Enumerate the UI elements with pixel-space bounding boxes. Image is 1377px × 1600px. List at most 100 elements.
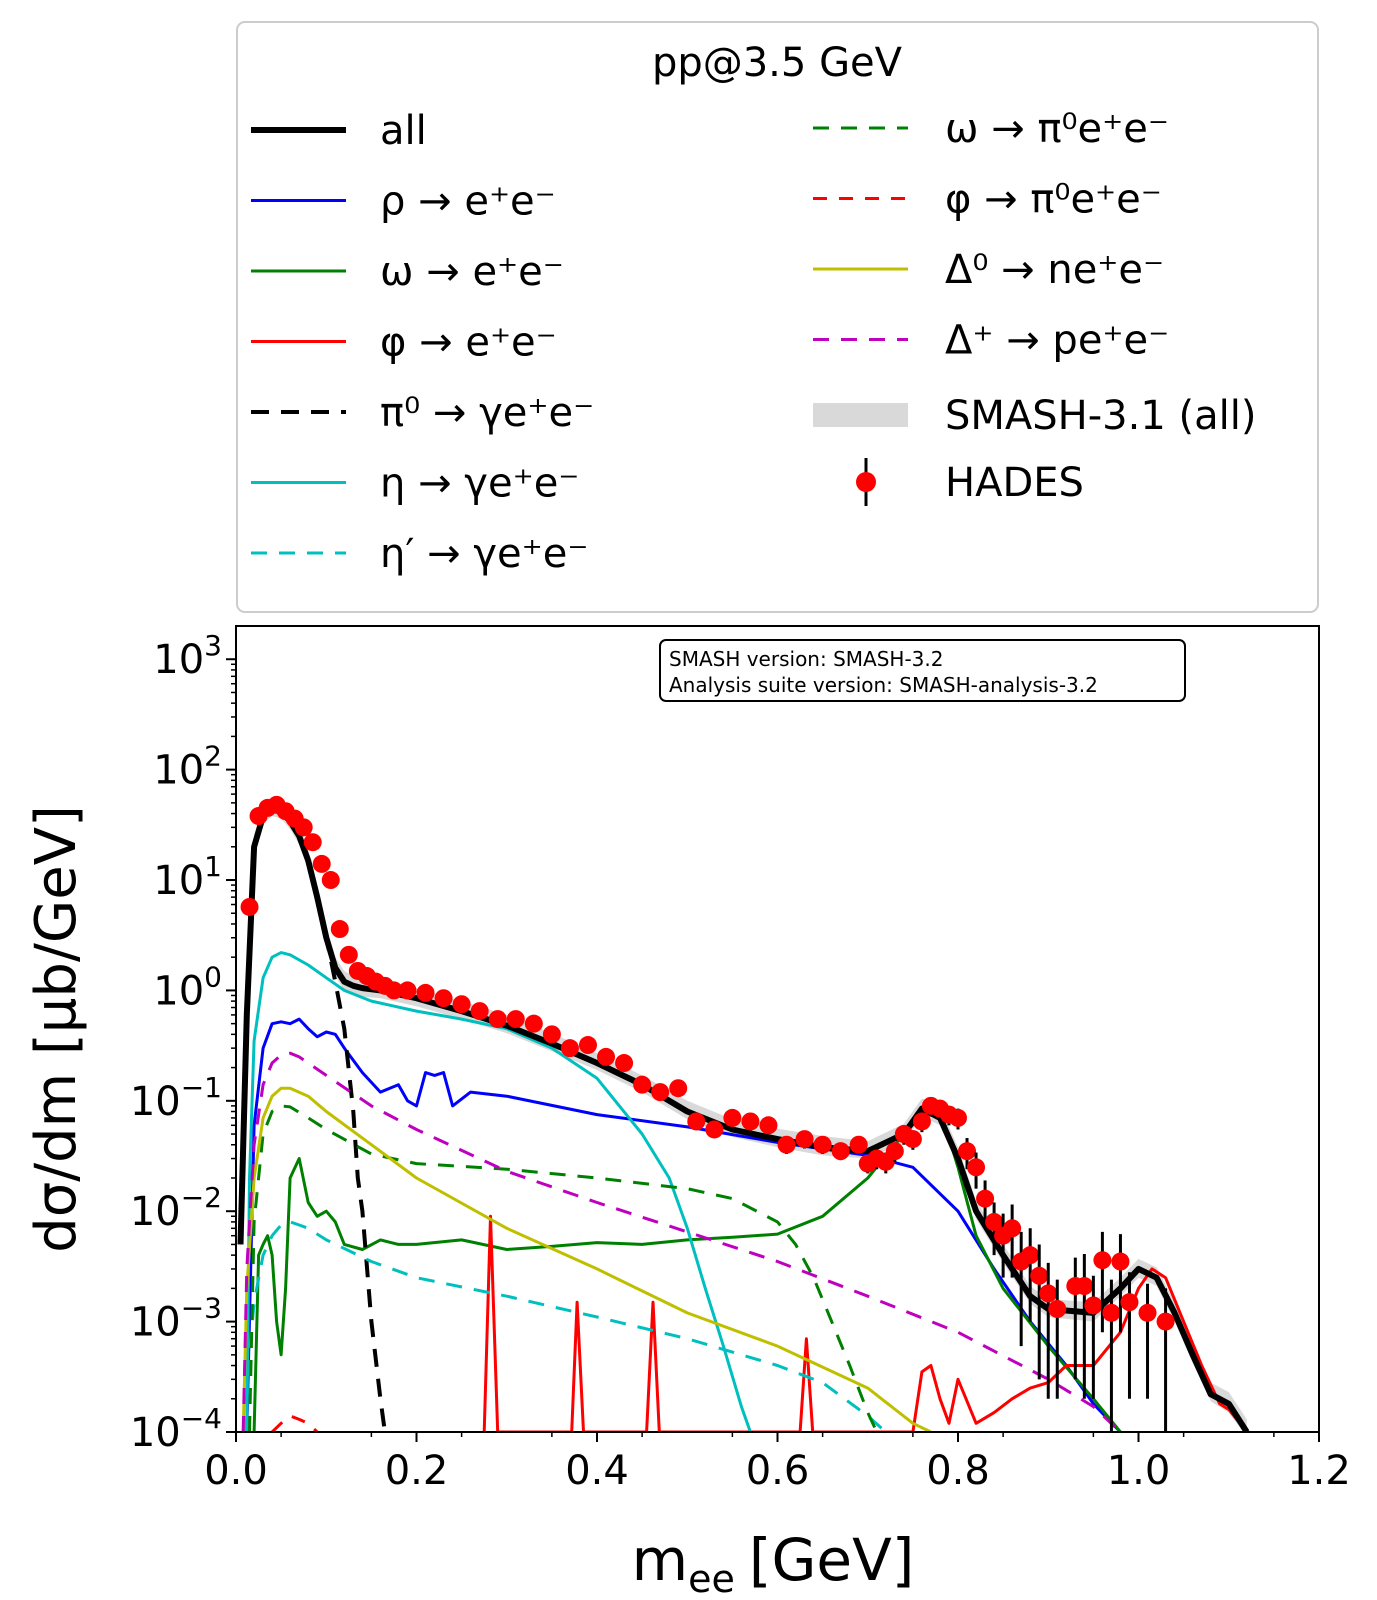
hades-point [976,1189,995,1208]
hades-point [885,1142,904,1161]
y-tick-label: 10−4 [130,1402,222,1456]
legend-frame [236,21,1319,613]
hades-point [1021,1246,1040,1265]
hades-point [1003,1219,1022,1238]
hades-point [384,981,403,1000]
hades-point [524,1014,543,1033]
legend-label: all [380,108,427,154]
legend-swatch [813,403,908,427]
x-tick-label: 0.4 [565,1448,629,1494]
hades-point [669,1079,688,1098]
hades-point [1111,1252,1130,1271]
legend-label: ω → π⁰e⁺e⁻ [945,106,1169,152]
hades-point [452,995,471,1014]
hades-point [1048,1300,1067,1319]
legend-label: Δ⁰ → ne⁺e⁻ [945,247,1164,293]
y-tick-label: 100 [153,960,222,1014]
hades-point [705,1120,724,1139]
hades-point [434,989,453,1008]
legend-entry-all: all [251,108,427,154]
hades-point [303,833,322,852]
hades-point [506,1010,525,1029]
series-line-pe-e [241,1051,1122,1432]
legend-label: ω → e⁺e⁻ [380,249,564,295]
legend-entry-e-e: ρ → e⁺e⁻ [251,179,556,225]
legend-entry-e-e: ω → π⁰e⁺e⁻ [813,106,1169,152]
hades-point [949,1108,967,1127]
hades-point [687,1112,706,1131]
hades-point [488,1010,507,1029]
y-tick-label: 103 [153,629,222,683]
legend-label: π⁰ → γe⁺e⁻ [380,390,594,436]
hades-point [1102,1303,1121,1322]
y-axis-label: dσ/dm [μb/GeV] [24,805,89,1253]
hades-point [723,1108,742,1127]
legend-label: η → γe⁺e⁻ [380,461,579,507]
series-line-e-e [243,1220,887,1432]
hades-point [542,1025,561,1044]
hades-point [597,1047,616,1066]
legend-entry-e-e: π⁰ → γe⁺e⁻ [251,390,594,436]
legend-entry-band: SMASH-3.1 (all) [813,393,1256,439]
y-tick-label: 102 [153,740,222,794]
axes-frame [235,625,1320,1433]
hades-point [912,1112,931,1131]
hades-point [759,1116,778,1135]
y-tick-label: 10−1 [130,1071,222,1125]
legend-entry-e-e: φ → e⁺e⁻ [251,320,557,366]
hades-point [312,854,331,873]
plot-area: 0.0 0.2 0.4 0.6 0.8 1.0 1.2 103 102 101 100 10−1 10−… [130,625,1351,1494]
x-tick-label: 0.0 [204,1448,268,1494]
hades-point [1084,1296,1103,1315]
series-line-e-e [482,1214,1248,1432]
hades-point [321,871,340,890]
hades-point [1030,1266,1049,1285]
legend-entry-e-e: φ → π⁰e⁺e⁻ [813,177,1162,223]
hades-point [1120,1293,1139,1312]
x-tick-label: 1.2 [1287,1448,1351,1494]
legend-label: SMASH-3.1 (all) [945,393,1256,439]
y-tick-label: 101 [153,850,222,904]
points-layer [240,795,1175,1432]
legend-label: ρ → e⁺e⁻ [380,179,556,225]
hades-point [795,1130,814,1149]
y-tick-label: 10−3 [130,1292,222,1346]
legend-label: φ → π⁰e⁺e⁻ [945,177,1162,223]
series-line-e-e [248,1104,879,1432]
series-line-e-e [245,1017,1122,1432]
version-line-1: SMASH version: SMASH-3.2 [669,647,943,671]
hades-point [578,1036,597,1055]
hades-point [1039,1284,1058,1303]
legend-entry-hades: HADES [856,458,1084,506]
hades-point [560,1039,579,1058]
legend-label: Δ⁺ → pe⁺e⁻ [945,318,1169,364]
version-info-box: SMASH version: SMASH-3.2 Analysis suite … [659,639,1186,702]
legend-entry-e-e: ω → e⁺e⁻ [251,249,564,295]
hades-point [240,897,259,916]
hades-point [633,1075,652,1094]
x-tick-label: 0.8 [926,1448,990,1494]
hades-point [903,1130,922,1149]
legend-entry-e-e: η → γe⁺e⁻ [251,461,579,507]
hades-point [339,945,358,964]
legend-label: η′ → γe⁺e⁻ [380,531,589,577]
legend-entry-ne-e: Δ⁰ → ne⁺e⁻ [813,247,1164,293]
series-line-e-e [245,951,752,1432]
hades-point [1075,1277,1094,1296]
hades-point [1138,1303,1157,1322]
x-axis-label: mee [GeV] [632,1526,915,1600]
hades-point [294,818,313,837]
hades-point [398,981,417,1000]
legend-title: pp@3.5 GeV [652,40,903,86]
x-tick-label: 0.2 [385,1448,449,1494]
hades-point [741,1112,760,1131]
hades-point [967,1158,986,1177]
hades-point [1093,1251,1112,1270]
hades-point [651,1083,670,1102]
hades-point [849,1135,868,1154]
x-tick-label: 1.0 [1107,1448,1171,1494]
version-line-2: Analysis suite version: SMASH-analysis-3… [669,673,1098,697]
legend-entry-pe-e: Δ⁺ → pe⁺e⁻ [813,318,1169,364]
legend-entry-e-e: η′ → γe⁺e⁻ [251,531,589,577]
